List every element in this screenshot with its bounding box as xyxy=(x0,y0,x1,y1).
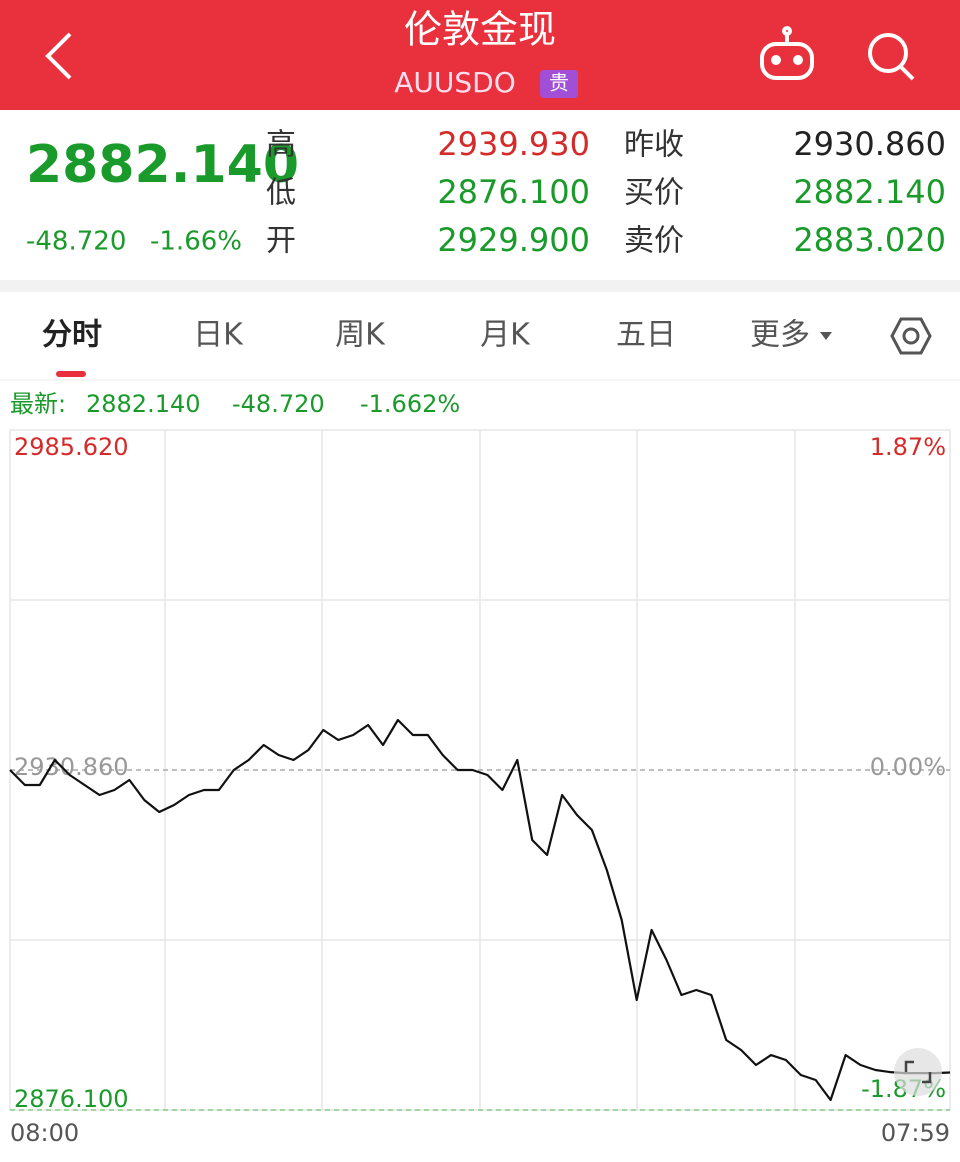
tab[interactable]: 月K xyxy=(480,318,531,353)
quote-value: 2882.140 xyxy=(793,173,946,211)
quote-label: 高 xyxy=(266,128,296,163)
quote-label: 买价 xyxy=(624,176,684,211)
quote-value: 2939.930 xyxy=(437,125,590,163)
quote-value: 2876.100 xyxy=(437,173,590,211)
quote-value: 2883.020 xyxy=(793,221,946,259)
quote-label: 昨收 xyxy=(624,128,684,163)
change-pct: -1.66% xyxy=(150,227,242,257)
title: 伦敦金现 xyxy=(404,8,556,52)
y-tick-label: 2876.100 xyxy=(14,1085,129,1113)
separator xyxy=(0,280,960,292)
subtitle: AUUSDO xyxy=(394,66,516,99)
latest-change: -48.720 xyxy=(232,390,325,418)
y2-tick-label: 0.00% xyxy=(870,753,946,781)
quote-value: 2929.900 xyxy=(437,221,590,259)
price-line xyxy=(9,718,951,1102)
fullscreen-button-bg[interactable] xyxy=(894,1048,942,1096)
tab[interactable]: 更多 xyxy=(750,318,810,353)
quote-label: 开 xyxy=(266,224,296,259)
price: 2882.140 xyxy=(26,135,299,195)
dropdown-arrow xyxy=(820,332,832,340)
badge-bg xyxy=(540,70,578,98)
x-tick-label: 08:00 xyxy=(10,1119,79,1147)
quote-label: 低 xyxy=(266,176,296,211)
tab[interactable]: 五日 xyxy=(616,318,676,353)
settings-icon[interactable] xyxy=(890,317,932,355)
latest-label: 最新: xyxy=(10,390,66,418)
tab[interactable]: 日K xyxy=(193,318,244,353)
quote-label: 卖价 xyxy=(624,224,684,259)
tab[interactable]: 周K xyxy=(335,318,386,353)
back-button[interactable] xyxy=(45,32,72,80)
quote-value: 2930.860 xyxy=(793,125,946,163)
robot-icon[interactable] xyxy=(760,26,814,80)
latest-change-pct: -1.662% xyxy=(360,390,460,418)
badge: 贵 xyxy=(549,71,569,95)
latest-price: 2882.140 xyxy=(86,390,201,418)
tab[interactable]: 分时 xyxy=(42,318,102,353)
top-bar xyxy=(0,0,960,110)
change: -48.720 xyxy=(26,227,126,257)
tab-indicator xyxy=(56,371,86,377)
fullscreen-button xyxy=(904,1060,932,1084)
y-tick-label: 2985.620 xyxy=(14,433,129,461)
x-tick-label: 07:59 xyxy=(881,1119,950,1147)
search-icon[interactable] xyxy=(868,33,915,81)
y2-tick-label: 1.87% xyxy=(870,433,946,461)
